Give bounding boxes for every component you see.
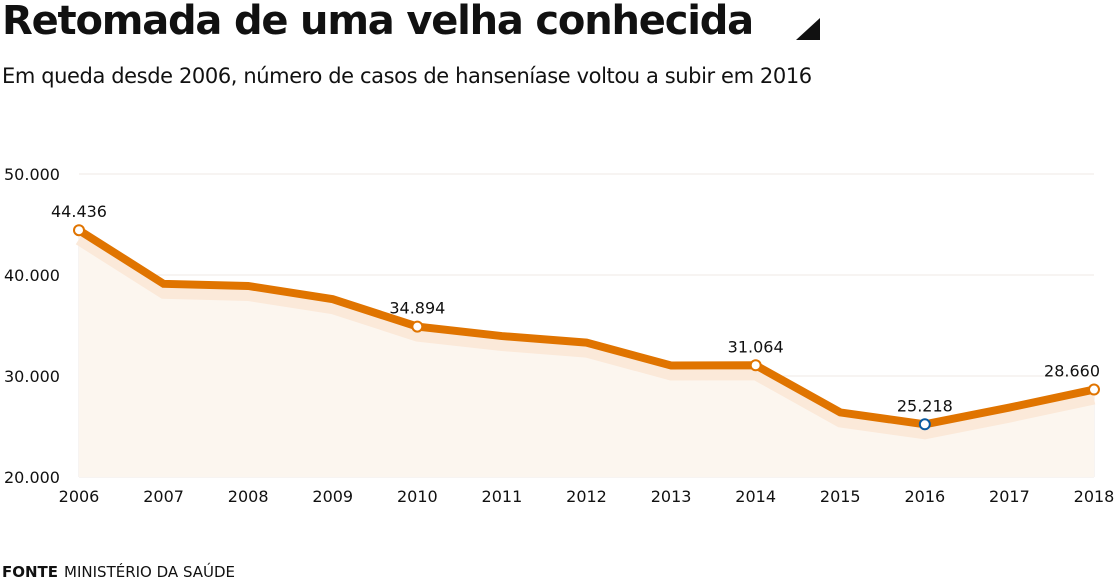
x-tick-label: 2012 [566,487,607,506]
markers [73,224,1100,431]
triangle-corner-icon [796,18,820,40]
data-label-2010: 34.894 [389,299,445,318]
data-point-marker-2010 [411,320,424,333]
x-tick-label: 2015 [820,487,861,506]
source-note: FONTE MINISTÉRIO DA SAÚDE [2,563,235,581]
y-tick-label: 20.000 [4,468,60,487]
y-tick-label: 50.000 [4,165,60,184]
y-tick-label: 30.000 [4,367,60,386]
x-tick-label: 2009 [312,487,353,506]
x-tick-label: 2016 [904,487,945,506]
labels: 20.000 30.000 40.000 50.000 2006 2007 2008 2009… [4,165,1114,506]
data-label-2006: 44.436 [51,202,107,221]
x-tick-label: 2017 [989,487,1030,506]
x-tick-label: 2007 [143,487,184,506]
source-value: MINISTÉRIO DA SAÚDE [64,563,236,581]
data-point-marker-2014 [749,359,762,372]
line-shadow [75,234,1096,440]
x-tick-label: 2018 [1074,487,1115,506]
data-label-2014: 31.064 [728,337,784,356]
x-tick-label: 2011 [482,487,523,506]
line-chart: 20.000 30.000 40.000 50.000 2006 2007 2008 2009… [4,165,1114,506]
chart-subtitle: Em queda desde 2006, número de casos de … [2,64,812,88]
x-tick-label: 2013 [651,487,692,506]
x-tick-label: 2008 [228,487,269,506]
x-tick-label: 2014 [735,487,776,506]
y-tick-label: 40.000 [4,266,60,285]
x-tick-label: 2010 [397,487,438,506]
data-point-marker-2006 [73,224,85,237]
data-point-marker-2018 [1088,383,1100,396]
chart-title: Retomada de uma velha conhecida [2,0,754,44]
data-label-2016: 25.218 [897,396,953,415]
source-label: FONTE [2,563,59,581]
data-label-2018: 28.660 [1044,362,1100,381]
data-point-marker-2016 [918,418,931,431]
x-tick-label: 2006 [59,487,100,506]
